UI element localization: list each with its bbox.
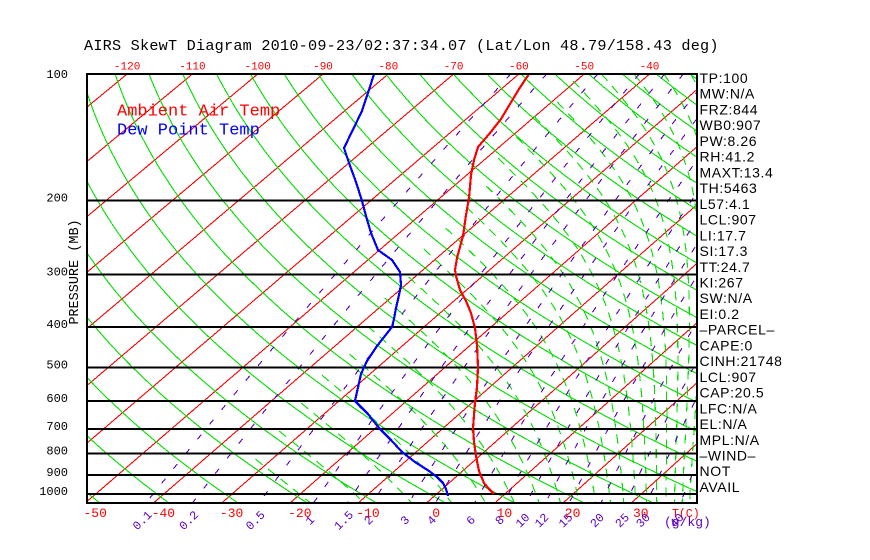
svg-text:600: 600 <box>46 392 68 406</box>
svg-text:MAXT:13.4: MAXT:13.4 <box>700 164 774 180</box>
svg-text:-60: -60 <box>509 62 529 74</box>
svg-text:CINH:21748: CINH:21748 <box>700 353 783 369</box>
svg-text:300: 300 <box>46 265 68 279</box>
svg-text:SI:17.3: SI:17.3 <box>700 243 749 259</box>
svg-text:-80: -80 <box>378 62 398 74</box>
svg-text:PW:8.26: PW:8.26 <box>700 133 758 149</box>
svg-text:EI:0.2: EI:0.2 <box>700 306 740 322</box>
svg-text:AVAIL: AVAIL <box>700 479 741 495</box>
svg-text:PRESSURE (MB): PRESSURE (MB) <box>68 219 83 324</box>
svg-text:TH:5463: TH:5463 <box>700 180 758 196</box>
svg-text:-100: -100 <box>244 62 270 74</box>
svg-text:LI:17.7: LI:17.7 <box>700 227 747 243</box>
svg-text:CAPE:0: CAPE:0 <box>700 337 753 353</box>
svg-text:RH:41.2: RH:41.2 <box>700 149 756 165</box>
svg-text:-70: -70 <box>444 62 464 74</box>
svg-text:WB0:907: WB0:907 <box>700 117 762 133</box>
svg-text:10: 10 <box>497 506 513 521</box>
svg-text:FRZ:844: FRZ:844 <box>700 102 759 118</box>
svg-text:MW:N/A: MW:N/A <box>700 86 756 102</box>
svg-text:200: 200 <box>46 192 68 206</box>
svg-text:AIRS SkewT Diagram 2010-09-23/: AIRS SkewT Diagram 2010-09-23/02:37:34.0… <box>84 37 719 55</box>
svg-text:MPL:N/A: MPL:N/A <box>700 432 760 448</box>
svg-text:-50: -50 <box>83 506 106 521</box>
svg-text:–WIND–: –WIND– <box>700 448 757 464</box>
svg-text:-120: -120 <box>114 62 140 74</box>
svg-text:-90: -90 <box>313 62 333 74</box>
svg-text:-20: -20 <box>288 506 311 521</box>
svg-text:KI:267: KI:267 <box>700 275 744 291</box>
svg-text:LCL:907: LCL:907 <box>700 369 757 385</box>
svg-text:–PARCEL–: –PARCEL– <box>700 322 775 338</box>
svg-text:700: 700 <box>46 420 68 434</box>
svg-text:-110: -110 <box>179 62 205 74</box>
svg-text:T(C): T(C) <box>672 508 700 521</box>
svg-text:100: 100 <box>46 68 68 82</box>
svg-text:TT:24.7: TT:24.7 <box>700 259 751 275</box>
svg-text:1000: 1000 <box>39 485 68 499</box>
svg-text:EL:N/A: EL:N/A <box>700 416 748 432</box>
svg-text:NOT: NOT <box>700 463 731 479</box>
svg-text:0: 0 <box>432 506 440 521</box>
svg-text:900: 900 <box>46 466 68 480</box>
svg-text:30: 30 <box>633 506 649 521</box>
svg-text:800: 800 <box>46 444 68 458</box>
svg-text:-10: -10 <box>356 506 379 521</box>
svg-text:20: 20 <box>565 506 581 521</box>
svg-text:TP:100: TP:100 <box>700 70 749 86</box>
svg-text:Ambient Air Temp: Ambient Air Temp <box>117 103 280 122</box>
svg-text:-30: -30 <box>220 506 243 521</box>
svg-text:CAP:20.5: CAP:20.5 <box>700 385 765 401</box>
svg-text:(g/kg): (g/kg) <box>664 515 711 530</box>
svg-text:LFC:N/A: LFC:N/A <box>700 400 758 416</box>
svg-text:LCL:907: LCL:907 <box>700 212 757 228</box>
svg-text:-50: -50 <box>574 62 594 74</box>
svg-text:Dew Point Temp: Dew Point Temp <box>117 122 260 141</box>
svg-text:400: 400 <box>46 318 68 332</box>
svg-text:L57:4.1: L57:4.1 <box>700 196 751 212</box>
svg-text:-40: -40 <box>640 62 660 74</box>
svg-text:500: 500 <box>46 359 68 373</box>
svg-text:SW:N/A: SW:N/A <box>700 290 753 306</box>
svg-text:-40: -40 <box>152 506 175 521</box>
